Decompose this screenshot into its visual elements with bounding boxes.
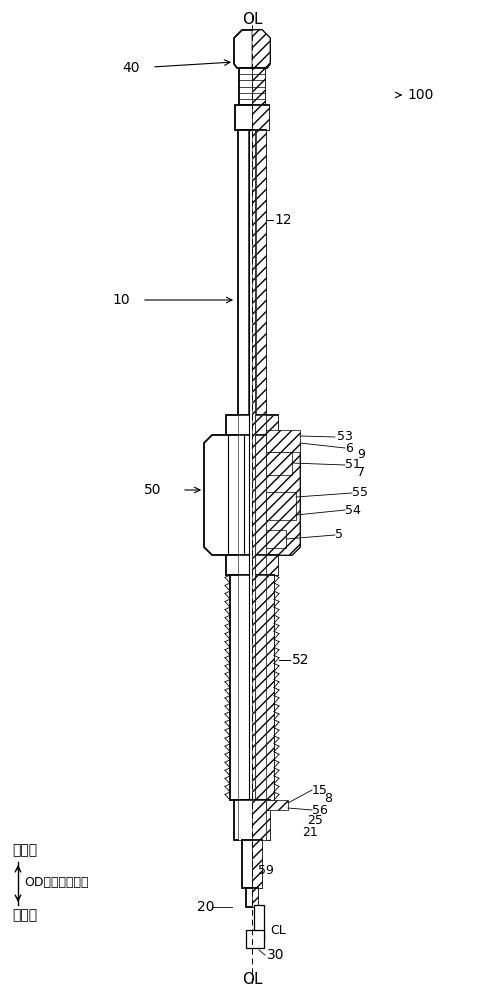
Polygon shape — [252, 575, 274, 800]
Polygon shape — [266, 800, 288, 810]
Text: 5: 5 — [335, 528, 343, 542]
Polygon shape — [230, 575, 274, 800]
Polygon shape — [248, 130, 256, 800]
Text: OL: OL — [242, 972, 262, 988]
Polygon shape — [242, 840, 262, 888]
Polygon shape — [234, 800, 270, 840]
Polygon shape — [238, 575, 266, 800]
Text: 20: 20 — [197, 900, 215, 914]
Polygon shape — [266, 492, 296, 520]
Text: 9: 9 — [357, 448, 365, 462]
Polygon shape — [252, 555, 266, 575]
Text: 50: 50 — [144, 483, 161, 497]
Text: 54: 54 — [345, 504, 361, 516]
Polygon shape — [235, 105, 269, 130]
Text: 100: 100 — [407, 88, 433, 102]
Text: 7: 7 — [357, 466, 365, 479]
Polygon shape — [252, 555, 278, 575]
Polygon shape — [252, 435, 266, 555]
Text: 51: 51 — [345, 458, 361, 472]
Text: 53: 53 — [337, 430, 353, 444]
Text: OL: OL — [242, 12, 262, 27]
Text: 顶端侧: 顶端侧 — [12, 908, 37, 922]
Polygon shape — [238, 435, 266, 555]
Polygon shape — [234, 30, 270, 68]
Polygon shape — [238, 130, 266, 800]
Text: 基端侧: 基端侧 — [12, 843, 37, 857]
Polygon shape — [252, 415, 266, 435]
Text: 56: 56 — [312, 804, 328, 816]
Polygon shape — [246, 930, 264, 948]
Polygon shape — [254, 905, 264, 940]
Text: 15: 15 — [312, 784, 328, 796]
Polygon shape — [266, 452, 292, 475]
Text: 10: 10 — [112, 293, 130, 307]
Polygon shape — [252, 800, 266, 855]
Polygon shape — [238, 555, 266, 575]
Polygon shape — [252, 130, 266, 800]
Text: OD（轴线方向）: OD（轴线方向） — [24, 876, 89, 890]
Polygon shape — [239, 68, 265, 105]
Text: 30: 30 — [267, 948, 284, 962]
Text: 8: 8 — [324, 792, 332, 804]
Text: 25: 25 — [307, 814, 323, 826]
Polygon shape — [252, 840, 262, 888]
Polygon shape — [252, 888, 258, 907]
Polygon shape — [252, 30, 270, 68]
Polygon shape — [238, 800, 266, 855]
Text: 55: 55 — [352, 487, 368, 499]
Text: 59: 59 — [258, 863, 274, 876]
Text: 40: 40 — [122, 61, 140, 75]
Polygon shape — [266, 430, 300, 452]
Polygon shape — [246, 888, 258, 907]
Polygon shape — [226, 415, 278, 435]
Polygon shape — [204, 435, 300, 555]
Text: CL: CL — [270, 924, 286, 936]
Polygon shape — [252, 435, 300, 555]
Text: 52: 52 — [292, 653, 309, 667]
Polygon shape — [252, 800, 270, 840]
Polygon shape — [252, 575, 266, 800]
Polygon shape — [238, 800, 266, 840]
Polygon shape — [226, 555, 278, 575]
Polygon shape — [252, 800, 266, 840]
Polygon shape — [249, 130, 255, 870]
Text: 12: 12 — [274, 213, 292, 227]
Polygon shape — [252, 68, 265, 105]
Polygon shape — [238, 415, 266, 435]
Text: 21: 21 — [302, 826, 318, 838]
Polygon shape — [252, 130, 255, 870]
Polygon shape — [266, 530, 286, 548]
Polygon shape — [252, 415, 278, 435]
Polygon shape — [252, 105, 269, 130]
Text: 6: 6 — [345, 442, 353, 454]
